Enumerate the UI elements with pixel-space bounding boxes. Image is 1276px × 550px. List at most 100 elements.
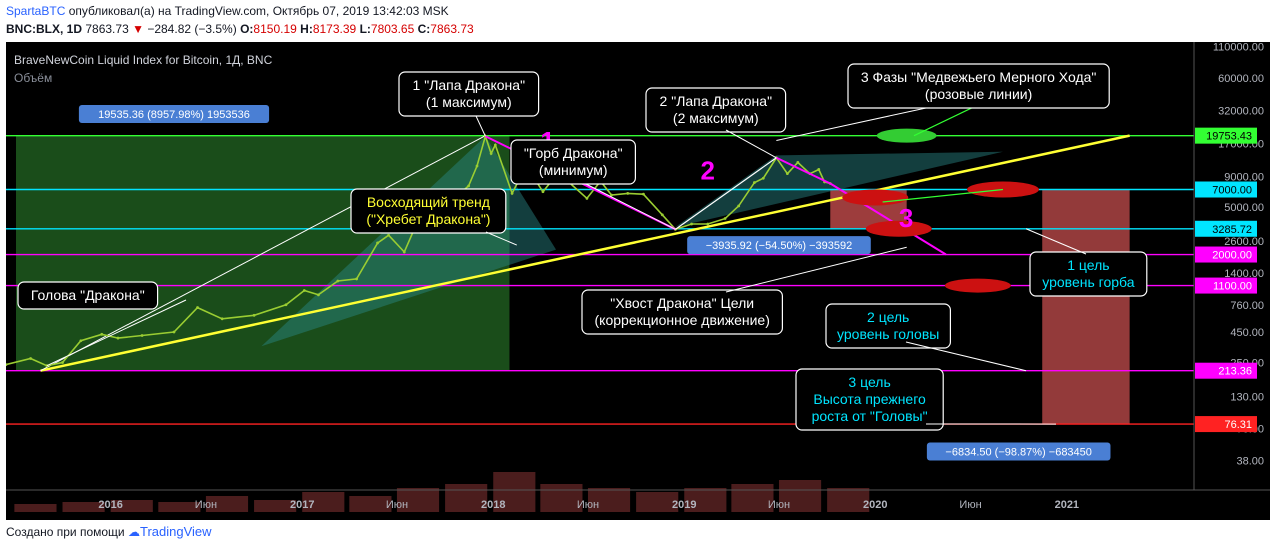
price-point-18: [387, 233, 390, 237]
annotation-head: Голова "Дракона": [17, 281, 159, 310]
connector-paw1: [475, 115, 486, 137]
volume-bar-2: [110, 500, 153, 512]
tradingview-link[interactable]: TradingView: [139, 524, 212, 539]
symbol-label: BNC:BLX, 1D: [6, 22, 83, 36]
price-point-12: [284, 303, 288, 307]
high-value: 8173.39: [312, 22, 357, 36]
chart-area[interactable]: 123BraveNewCoin Liquid Index for Bitcoin…: [6, 42, 1270, 520]
annotation-paw2: 2 "Лапа Дракона"(2 максимум): [645, 87, 787, 133]
level-label-bg: [1195, 277, 1257, 294]
price-point-36: [626, 191, 630, 195]
measurement-tag-1: 19535.36 (8957.98%) 1953536: [78, 104, 270, 123]
volume-bar-0: [14, 504, 57, 512]
annotation-line-0: "Горб Дракона": [524, 145, 623, 161]
volume-bar-13: [636, 492, 679, 512]
y-tick-8: 760.00: [1230, 300, 1264, 312]
measurement-text: 19535.36 (8957.98%) 1953536: [98, 109, 250, 121]
level-label-text: 1100.00: [1213, 281, 1252, 293]
change-arrow: ▼: [132, 22, 144, 36]
annotation-line-2: роста от "Головы": [812, 408, 928, 424]
annotation-bg: [581, 289, 783, 335]
annotation-line-1: ("Хребет Дракона"): [366, 211, 490, 227]
footer: Создано при помощи ☁TradingView: [6, 524, 212, 539]
annotation-bg: [795, 368, 944, 431]
y-tick-6: 2600.00: [1224, 236, 1264, 248]
volume-bar-10: [493, 472, 536, 512]
target-ellipse-red-3: [865, 220, 932, 237]
price-point-24: [467, 184, 471, 188]
x-tick-8: 2020: [863, 499, 887, 511]
price-point-3: [61, 361, 64, 364]
x-tick-4: 2018: [481, 499, 505, 511]
volume-bar-12: [587, 488, 631, 512]
high-label: H:: [300, 22, 313, 36]
annotation-line-0: 3 цель: [848, 374, 890, 390]
price-point-1: [29, 357, 32, 360]
x-tick-5: Июн: [577, 499, 599, 511]
price-point-4: [79, 339, 83, 343]
annotation-line-0: 2 цель: [867, 309, 909, 325]
measurement-tag-3: −6834.50 (−98.87%) −683450: [926, 442, 1111, 461]
annotation-bear: 3 Фазы "Медвежьего Мерного Хода"(розовые…: [847, 63, 1110, 109]
annotation-line-0: 1 "Лапа Дракона": [413, 77, 526, 93]
helper-line: [40, 135, 486, 372]
price-point-10: [220, 317, 224, 321]
phase-number-2: 2: [700, 155, 714, 185]
price-point-44: [752, 181, 756, 184]
publish-info: SpartaBTC опубликовал(а) на TradingView.…: [6, 4, 449, 18]
level-label-text: 213.36: [1218, 366, 1252, 378]
price-point-15: [336, 279, 340, 283]
volume-label: Объём: [14, 71, 52, 85]
author-link[interactable]: SpartaBTC: [6, 4, 66, 18]
annotation-tail: "Хвост Дракона" Цели(коррекционное движе…: [581, 289, 783, 335]
level-label-1: 7000.00: [1195, 181, 1257, 198]
annotation-line-1: уровень головы: [837, 326, 939, 342]
hump-to-paw2: [675, 157, 777, 230]
annotation-bg: [17, 281, 159, 310]
measurement-tag-2: −3935.92 (−54.50%) −393592: [687, 236, 871, 255]
open-value: 8150.19: [253, 22, 297, 36]
annotation-bg: [847, 63, 1110, 109]
annotation-bg: [645, 87, 787, 133]
annotation-bg: [510, 139, 637, 185]
volume-bar-3: [158, 502, 201, 512]
measurement-bg: [78, 104, 270, 123]
level-label-bg: [1195, 362, 1257, 379]
measurement-bg: [926, 442, 1111, 461]
price-point-27: [489, 152, 493, 155]
y-tick-7: 1400.00: [1224, 268, 1264, 280]
volume-bar-6: [302, 492, 345, 512]
volume-bar-17: [827, 488, 870, 512]
annotation-line-1: Высота прежнего: [813, 391, 926, 407]
annotation-bg: [825, 303, 952, 349]
connector-head: [46, 299, 187, 367]
annotation-line-1: (розовые линии): [925, 86, 1032, 102]
drop-zone-2: [1042, 189, 1130, 425]
target-ellipse-red-1: [966, 181, 1039, 198]
volume-bars: [14, 472, 870, 512]
level-label-0: 19753.43: [1195, 127, 1257, 144]
price-chart[interactable]: 123BraveNewCoin Liquid Index for Bitcoin…: [6, 42, 1270, 520]
volume-bar-9: [445, 484, 488, 512]
price-point-19: [402, 250, 406, 254]
annotation-line-1: (коррекционное движение): [595, 312, 770, 328]
price-point-40: [690, 222, 693, 226]
price-point-45: [761, 176, 765, 180]
volume-bar-16: [778, 480, 822, 512]
price-point-50: [817, 168, 821, 171]
annotation-hump: "Горб Дракона"(минимум): [510, 139, 637, 185]
y-tick-9: 450.00: [1230, 327, 1264, 339]
volume-bar-5: [254, 500, 297, 512]
annotation-line-0: 3 Фазы "Медвежьего Мерного Хода": [861, 69, 1097, 85]
close-label: C:: [417, 22, 431, 36]
annotation-bg: [1029, 251, 1148, 297]
level-label-4: 1100.00: [1195, 277, 1257, 294]
connector-paw2: [725, 129, 777, 159]
price-point-28: [493, 143, 497, 147]
tradingview-logo-icon[interactable]: ☁: [127, 525, 140, 539]
created-with-text: Создано при помощи: [6, 525, 125, 539]
y-tick-4: 9000.00: [1224, 171, 1264, 183]
level-label-text: 3285.72: [1212, 224, 1252, 236]
